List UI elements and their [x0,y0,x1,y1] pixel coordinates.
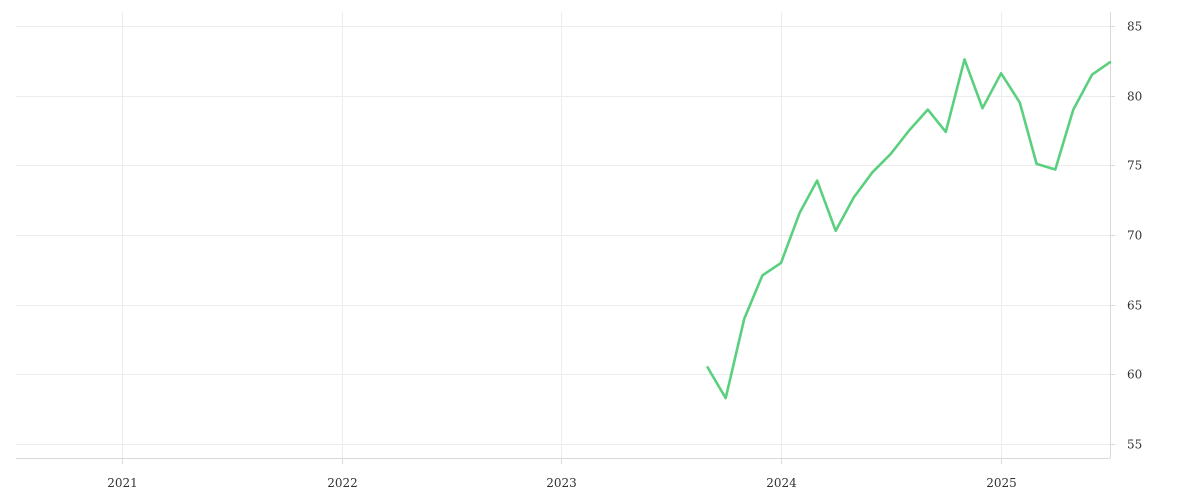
grid [16,12,1110,458]
x-tick-label-2025: 2025 [986,476,1017,490]
tick-labels: 55 60 65 70 75 80 85 2021 2022 2023 2024 2025 [107,20,1142,491]
axes [16,12,1115,464]
x-tick-label-2023: 2023 [546,476,577,490]
y-tick-label-70: 70 [1127,229,1142,243]
x-tick-label-2021: 2021 [107,476,138,490]
y-tick-label-65: 65 [1127,299,1142,313]
y-tick-label-75: 75 [1127,159,1142,173]
y-tick-label-55: 55 [1127,438,1142,452]
x-tick-label-2022: 2022 [327,476,358,490]
y-tick-label-80: 80 [1127,90,1142,104]
series-layer [706,58,1112,400]
series-line-1 [706,58,1112,400]
y-tick-label-60: 60 [1127,368,1142,382]
x-tick-label-2024: 2024 [766,476,797,490]
y-tick-label-85: 85 [1127,20,1142,34]
